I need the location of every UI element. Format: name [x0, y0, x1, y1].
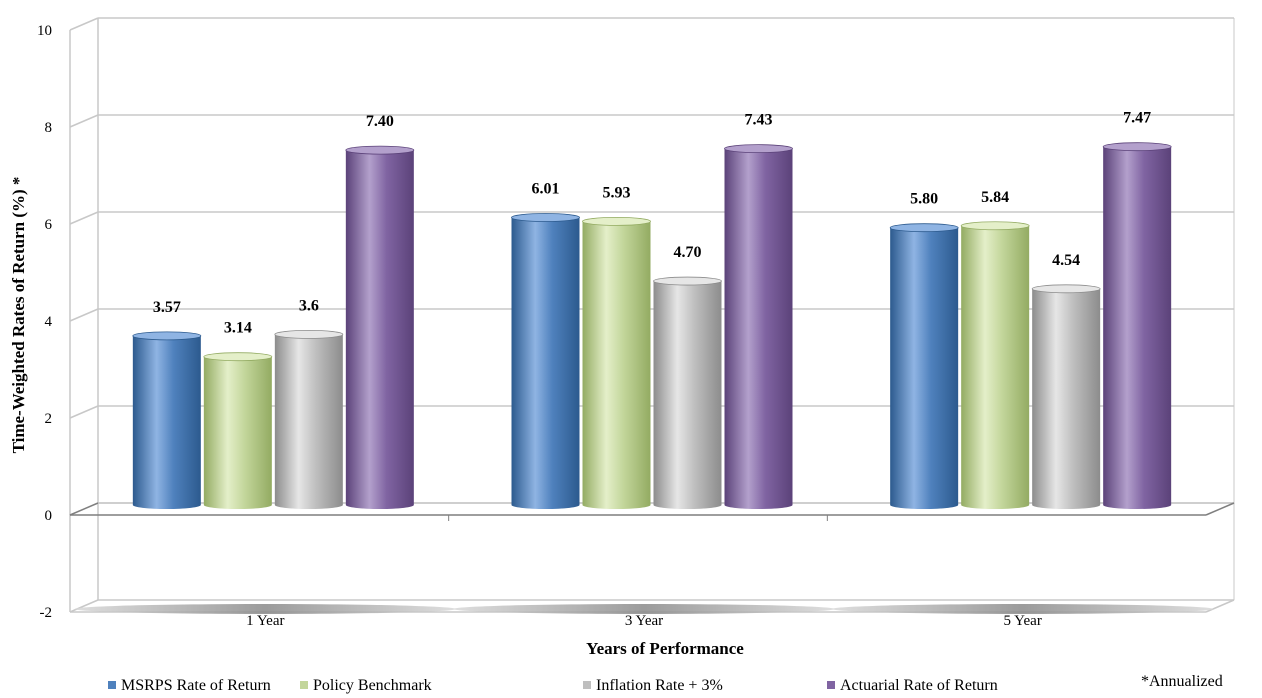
- gridline-diagonal: [69, 405, 99, 419]
- x-tick-label: 3 Year: [625, 613, 663, 629]
- legend: MSRPS Rate of Return Policy Benchmark Infl…: [108, 677, 998, 694]
- bar-top: [203, 352, 273, 362]
- bar-body: [274, 334, 343, 509]
- bar-top: [724, 144, 793, 154]
- legend-item: Inflation Rate + 3%: [583, 677, 723, 694]
- gridline-diagonal: [69, 599, 99, 613]
- legend-swatch: [300, 681, 308, 689]
- bar: [1031, 284, 1101, 509]
- y-tick-label: 4: [45, 314, 53, 330]
- bar-body: [1032, 288, 1101, 509]
- bar-body: [132, 335, 201, 509]
- data-label: 5.80: [910, 191, 938, 208]
- bar-top: [960, 221, 1030, 231]
- bar: [582, 216, 651, 509]
- data-labels: 3.57 3.14 3.6 7.40 6.01 5.93 4.70 7.43 5.80 5.84 4…: [153, 110, 1151, 337]
- legend-swatch: [108, 681, 116, 689]
- data-label: 3.6: [299, 297, 319, 314]
- bar-body: [961, 225, 1030, 509]
- bar: [345, 145, 415, 509]
- data-label: 3.57: [153, 299, 181, 316]
- legend-item: Actuarial Rate of Return: [827, 677, 998, 694]
- bar: [511, 213, 580, 509]
- gridline-diagonal: [69, 114, 99, 128]
- floor-shadow: [74, 604, 456, 614]
- data-label: 4.70: [674, 244, 702, 261]
- data-label: 6.01: [532, 181, 560, 198]
- y-tick-label: 10: [37, 23, 52, 39]
- bar-top: [274, 329, 344, 339]
- bar-top: [511, 213, 580, 222]
- data-label: 3.14: [224, 320, 252, 337]
- bar-body: [511, 217, 580, 509]
- gridline-diagonal: [69, 211, 99, 225]
- y-tick-label: 2: [45, 411, 53, 427]
- gridline-diagonal: [69, 502, 99, 516]
- floor-depth-edge: [1205, 599, 1235, 613]
- legend-item: MSRPS Rate of Return: [108, 677, 271, 694]
- legend-label: MSRPS Rate of Return: [121, 677, 271, 694]
- bar: [653, 276, 722, 509]
- bar-body: [203, 356, 272, 509]
- bars: [132, 142, 1172, 509]
- data-label: 5.93: [603, 184, 631, 201]
- bar-top: [345, 145, 415, 155]
- bar-top: [653, 276, 722, 286]
- bar: [1102, 142, 1172, 509]
- bar-body: [345, 150, 414, 509]
- data-label: 7.43: [745, 112, 773, 129]
- y-tick-label: 6: [45, 217, 53, 233]
- bar-body: [724, 148, 793, 509]
- x-axis-depth: [1205, 502, 1235, 516]
- legend-item: Policy Benchmark: [300, 677, 432, 694]
- gridline-diagonal: [69, 17, 99, 31]
- legend-swatch: [827, 681, 835, 689]
- bar: [724, 144, 793, 509]
- legend-label: Actuarial Rate of Return: [840, 677, 998, 694]
- floor-shadow: [453, 604, 835, 614]
- data-label: 7.40: [366, 113, 394, 130]
- legend-swatch: [583, 681, 591, 689]
- gridline-diagonal: [69, 308, 99, 322]
- legend-label: Policy Benchmark: [313, 677, 432, 694]
- bar-body: [1103, 146, 1172, 509]
- bar-body: [653, 281, 722, 509]
- bar: [274, 329, 344, 509]
- y-axis-title: Time-Weighted Rates of Return (%) *: [9, 177, 28, 454]
- bar: [960, 221, 1030, 509]
- annualized-note: *Annualized: [1141, 673, 1223, 690]
- bar-top: [889, 223, 959, 233]
- x-axis-title: Years of Performance: [586, 639, 744, 658]
- bar: [889, 223, 959, 509]
- bar-top: [1031, 284, 1101, 294]
- bar: [132, 331, 202, 509]
- x-tick-label: 1 Year: [246, 613, 284, 629]
- y-tick-label: 8: [45, 120, 53, 136]
- floor-shadow: [832, 604, 1214, 614]
- data-label: 5.84: [981, 189, 1009, 206]
- bar-body: [890, 227, 959, 509]
- y-tick-label: 0: [45, 508, 53, 524]
- axes: -2 0 2 4 6 8 10 1 Year 3 Year 5 Year: [37, 23, 1235, 629]
- legend-label: Inflation Rate + 3%: [596, 677, 723, 694]
- bar-top: [1102, 142, 1172, 152]
- y-tick-label: -2: [40, 605, 53, 621]
- bar: [203, 352, 273, 509]
- bar-top: [582, 216, 651, 226]
- data-label: 4.54: [1052, 252, 1080, 269]
- bar-top: [132, 331, 202, 341]
- x-tick-label: 5 Year: [1003, 613, 1041, 629]
- bar-body: [582, 221, 651, 509]
- data-label: 7.47: [1123, 110, 1151, 127]
